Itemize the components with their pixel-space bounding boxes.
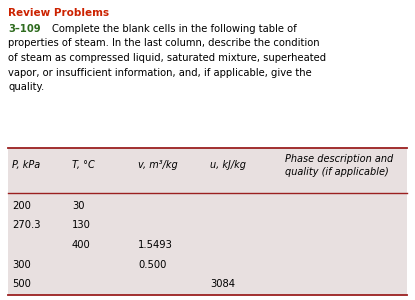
Text: Complete the blank cells in the following table of: Complete the blank cells in the followin… (52, 24, 297, 34)
Text: 300: 300 (12, 260, 31, 269)
Text: vapor, or insufficient information, and, if applicable, give the: vapor, or insufficient information, and,… (8, 68, 312, 77)
Text: u, kJ/kg: u, kJ/kg (210, 160, 246, 170)
Text: 1.5493: 1.5493 (138, 240, 173, 250)
Text: quality (if applicable): quality (if applicable) (285, 167, 389, 177)
Text: Review Problems: Review Problems (8, 8, 109, 18)
Text: 130: 130 (72, 220, 91, 230)
Text: 500: 500 (12, 279, 31, 289)
Text: 3–109: 3–109 (8, 24, 41, 34)
Text: of steam as compressed liquid, saturated mixture, superheated: of steam as compressed liquid, saturated… (8, 53, 326, 63)
Text: 30: 30 (72, 201, 85, 211)
Text: properties of steam. In the last column, describe the condition: properties of steam. In the last column,… (8, 38, 320, 49)
FancyBboxPatch shape (8, 148, 407, 295)
Text: 3084: 3084 (210, 279, 235, 289)
Text: 400: 400 (72, 240, 91, 250)
Text: Phase description and: Phase description and (285, 154, 393, 164)
Text: T, °C: T, °C (72, 160, 95, 170)
Text: P, kPa: P, kPa (12, 160, 40, 170)
Text: 200: 200 (12, 201, 31, 211)
Text: 0.500: 0.500 (138, 260, 166, 269)
Text: quality.: quality. (8, 82, 44, 92)
Text: v, m³/kg: v, m³/kg (138, 160, 178, 170)
Text: 270.3: 270.3 (12, 220, 41, 230)
